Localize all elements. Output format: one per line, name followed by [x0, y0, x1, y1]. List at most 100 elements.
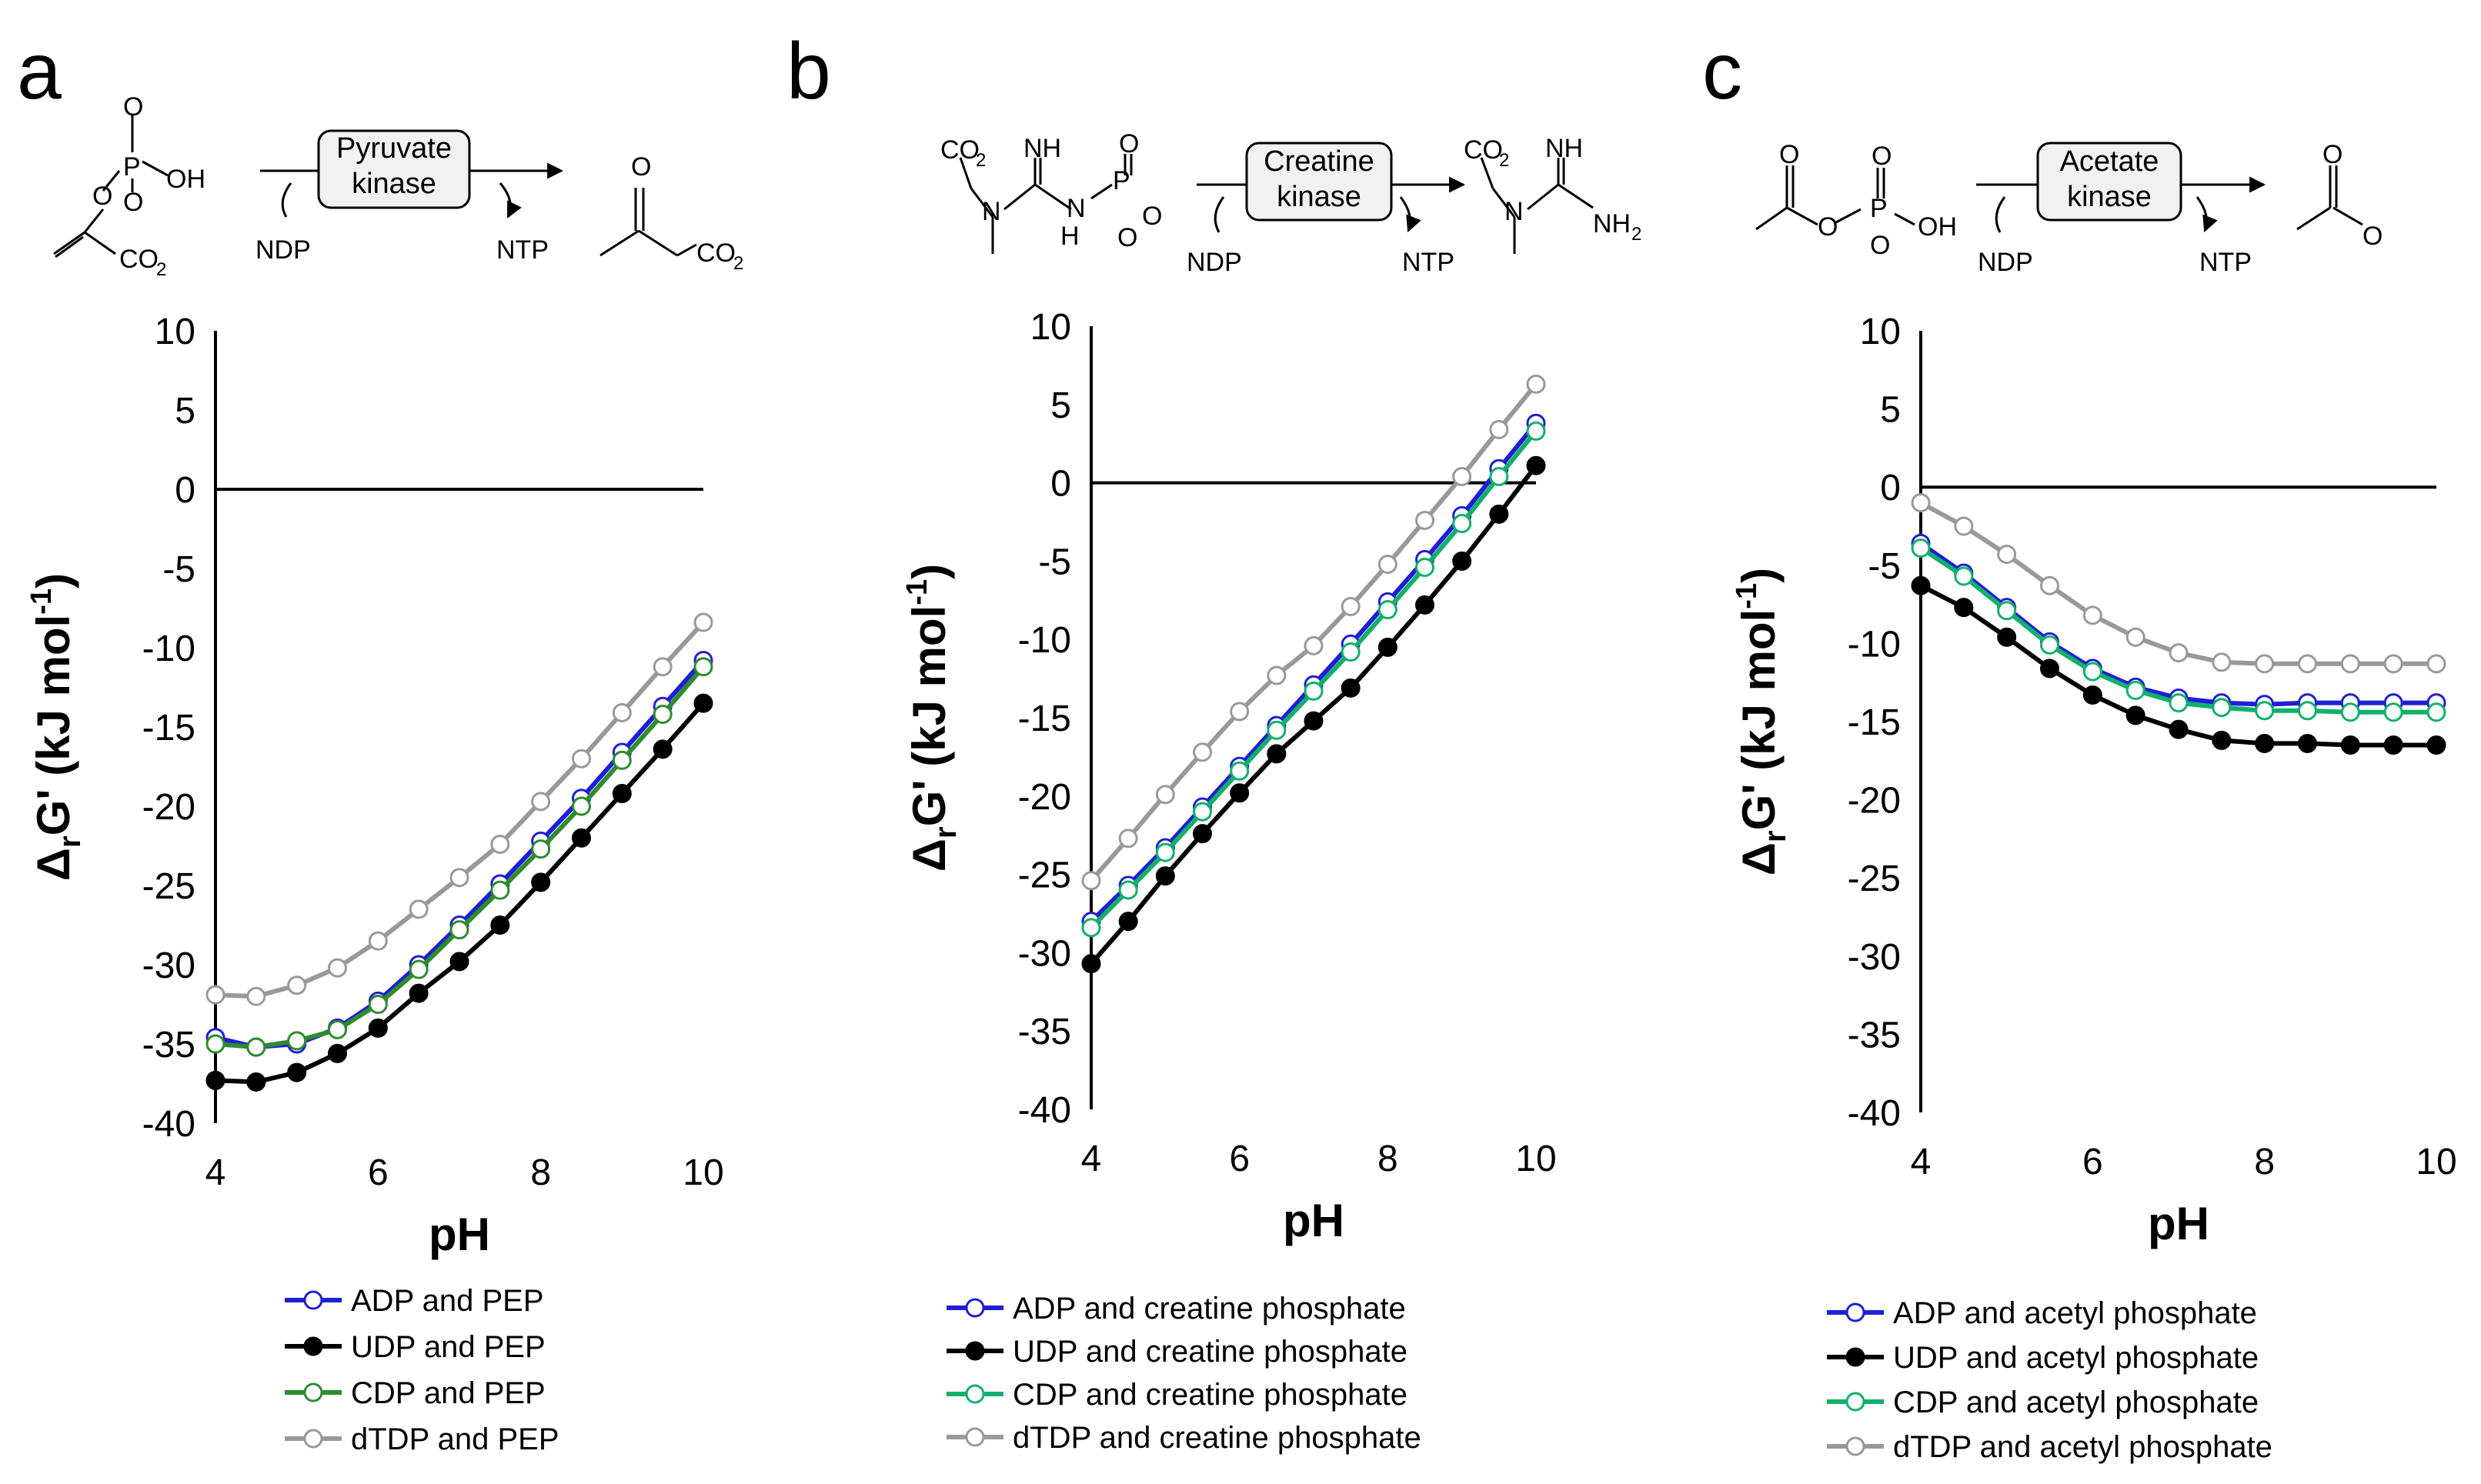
data-point	[2298, 733, 2317, 753]
y-tick-label: -35	[142, 1025, 195, 1065]
svg-text:O: O	[1117, 223, 1137, 252]
legend-entry: ADP and PEP	[351, 1284, 544, 1318]
data-point	[653, 739, 673, 759]
data-point	[1267, 744, 1287, 764]
legend-entry: dTDP and acetyl phosphate	[1893, 1430, 2272, 1464]
data-point	[205, 985, 225, 1005]
data-point	[287, 1062, 307, 1082]
svg-text:2: 2	[1499, 150, 1509, 171]
data-point	[2082, 662, 2102, 682]
y-tick-label: -35	[1018, 1012, 1071, 1052]
data-point	[2298, 701, 2317, 721]
svg-text:NH: NH	[1593, 209, 1631, 238]
svg-text:O: O	[1870, 231, 1890, 260]
data-point	[2298, 654, 2317, 674]
y-tick-label: -15	[142, 708, 195, 749]
data-point	[1911, 575, 1931, 595]
data-point	[693, 612, 713, 632]
legend-entry: UDP and PEP	[351, 1330, 546, 1364]
y-tick-label: -35	[1848, 1015, 1901, 1055]
data-point	[246, 1072, 266, 1092]
cofactor-right-b: NTP	[1402, 248, 1454, 277]
data-point	[246, 986, 266, 1006]
legend-entry: UDP and creatine phosphate	[1013, 1335, 1407, 1369]
data-point	[2125, 680, 2145, 700]
legend-entry: CDP and creatine phosphate	[1013, 1378, 1407, 1412]
data-point	[2212, 698, 2232, 718]
data-point	[205, 1034, 225, 1054]
data-point	[693, 657, 713, 677]
data-point	[1341, 678, 1361, 698]
data-point	[1954, 516, 1974, 536]
legend-swatch-marker	[1845, 1392, 1865, 1412]
data-point	[572, 828, 591, 848]
y-tick-label: -10	[142, 629, 195, 669]
svg-text:O: O	[1142, 202, 1162, 231]
data-point	[1911, 538, 1931, 558]
data-point	[2426, 654, 2446, 674]
y-tick-label: -25	[1848, 859, 1901, 899]
svg-text:N: N	[982, 197, 1001, 226]
data-point	[1341, 596, 1361, 616]
data-point	[693, 693, 713, 713]
y-tick-label: 5	[1880, 390, 1901, 431]
x-tick-label: 10	[2416, 1142, 2456, 1182]
enzyme-box-a: Pyruvate kinase	[317, 129, 471, 209]
data-point	[409, 959, 429, 979]
panel-label-a: a	[17, 27, 62, 116]
legend-swatch-marker	[303, 1382, 323, 1402]
data-point	[2255, 733, 2275, 753]
x-tick-label: 6	[368, 1152, 389, 1193]
data-point	[368, 995, 388, 1014]
data-point	[1230, 702, 1250, 722]
data-point	[287, 975, 307, 995]
y-tick-label: 10	[155, 312, 195, 352]
data-point	[1377, 554, 1397, 574]
data-point	[328, 1019, 347, 1039]
data-point	[1415, 595, 1434, 615]
reaction-atoms-a: O P OH O O CO 2 O CO 2 NDP NTP	[92, 92, 743, 280]
y-tick-label: -15	[1848, 702, 1901, 743]
svg-text:O: O	[92, 182, 112, 211]
x-tick-label: 4	[1081, 1139, 1102, 1179]
svg-text:OH: OH	[166, 165, 205, 194]
svg-text:2: 2	[733, 253, 743, 274]
data-point	[409, 983, 429, 1003]
data-point	[1415, 510, 1434, 530]
y-tick-label: -20	[142, 787, 195, 828]
svg-text:CO: CO	[119, 245, 159, 274]
svg-text:2: 2	[1631, 224, 1641, 245]
data-point	[1997, 627, 2017, 647]
panel-label-b: b	[786, 27, 831, 116]
y-tick-label: -40	[1018, 1090, 1071, 1131]
data-point	[1304, 635, 1324, 655]
legend-swatch-marker	[303, 1336, 323, 1356]
data-point	[2125, 627, 2145, 647]
y-axis-title: ΔrG' (kJ mol-1)	[25, 573, 87, 881]
data-point	[2340, 735, 2360, 755]
y-tick-label: 10	[1030, 307, 1071, 348]
reaction-atoms-c: O O P O OH O O O NDP NTP	[1779, 140, 2382, 277]
data-point	[1489, 466, 1509, 486]
y-tick-label: -5	[162, 549, 195, 590]
legend-entry: UDP and acetyl phosphate	[1893, 1341, 2259, 1375]
enzyme-label-a: Pyruvate kinase	[336, 132, 452, 200]
data-point	[653, 657, 673, 677]
x-tick-label: 4	[205, 1152, 226, 1193]
y-tick-label: -30	[142, 945, 195, 986]
data-point	[2340, 654, 2360, 674]
data-point	[1118, 829, 1138, 849]
legend-entry: ADP and creatine phosphate	[1013, 1292, 1406, 1326]
cofactor-left-a: NDP	[255, 235, 311, 265]
data-point	[1193, 824, 1212, 844]
svg-text:P: P	[1870, 194, 1888, 223]
data-point	[2125, 705, 2145, 725]
cofactor-left-c: NDP	[1978, 248, 2033, 277]
data-point	[1452, 466, 1472, 486]
data-point	[1118, 912, 1138, 932]
data-point	[205, 1070, 225, 1090]
data-point	[1954, 598, 1974, 618]
chart-b: 10 5 0 -5 -10 -15 -20 -25 -30 -35 -404 6 8 10 pH ΔrG' (…	[901, 307, 1557, 1455]
x-axis-title: pH	[2148, 1198, 2209, 1249]
legend-swatch-marker	[965, 1341, 985, 1361]
